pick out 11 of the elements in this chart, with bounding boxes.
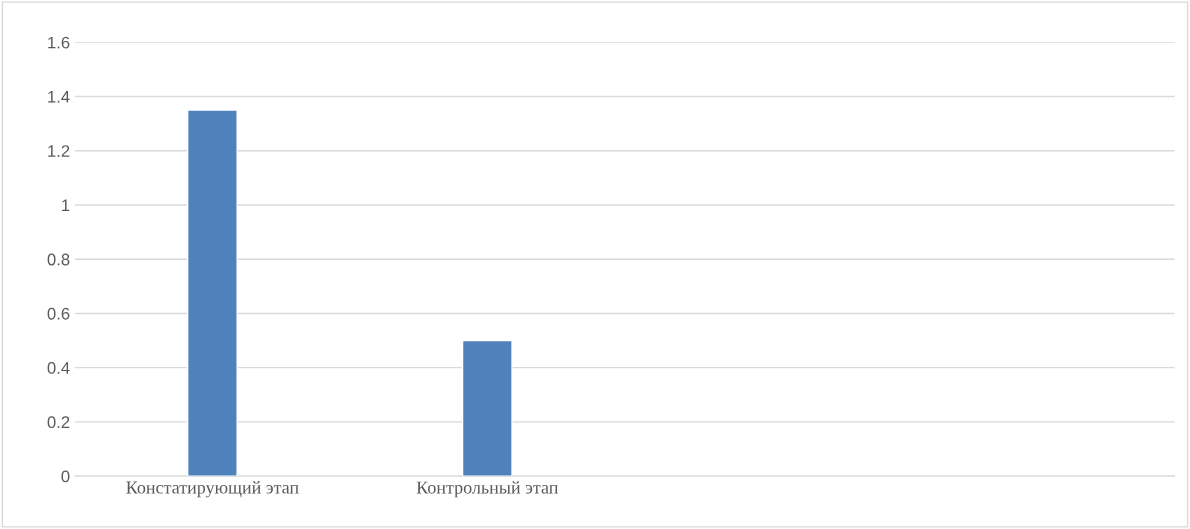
y-tick-label: 1.2 (48, 145, 70, 157)
x-tick-label: Констатирующий этап (126, 481, 299, 498)
y-tick-label: 1.6 (48, 36, 70, 49)
y-tick-label: 0.4 (47, 362, 70, 374)
y-tick-label: 0.2 (47, 416, 70, 429)
y-tick-label: 0 (61, 470, 70, 483)
y-tick-label: 0.6 (47, 307, 70, 320)
x-tick-label: Контрольный этап (416, 481, 559, 498)
y-tick-label: 1.4 (48, 91, 70, 103)
y-tick-label: 0.8 (47, 253, 70, 266)
y-tick-label: 1 (62, 199, 70, 212)
